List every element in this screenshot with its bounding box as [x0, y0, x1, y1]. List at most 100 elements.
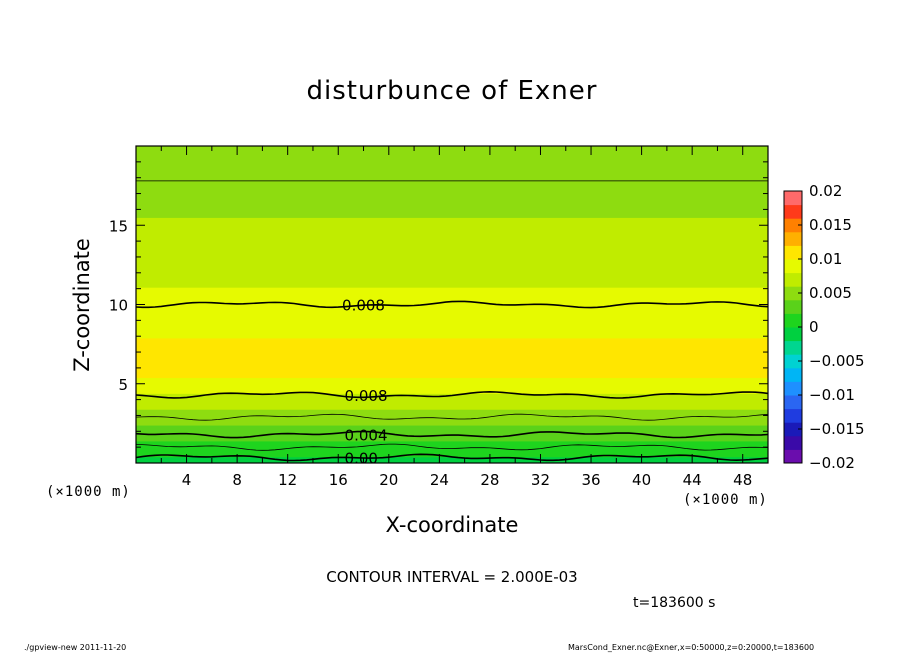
fill-band — [136, 199, 768, 203]
fill-band — [136, 252, 768, 255]
fill-band — [136, 428, 768, 431]
fill-band — [136, 393, 768, 396]
contour-interval: CONTOUR INTERVAL = 2.000E-03 — [326, 568, 578, 586]
fill-band — [136, 166, 768, 169]
fill-band — [136, 223, 768, 226]
fill-band — [136, 367, 768, 371]
fill-band — [136, 160, 768, 163]
fill-band — [136, 404, 768, 407]
colorbar-tick-label: 0.005 — [809, 284, 852, 302]
fill-band — [136, 405, 768, 409]
fill-band — [136, 432, 768, 436]
footer-right: MarsCond_Exner.nc@Exner,x=0:50000,z=0:20… — [568, 643, 815, 652]
fill-band — [136, 410, 768, 413]
fill-band — [136, 375, 768, 379]
fill-band — [136, 388, 768, 391]
fill-band — [136, 239, 768, 242]
colorbar: 0.02 0.015 0.01 0.005 0 −0.005 −0.01 −0.015 −0.0… — [783, 182, 865, 472]
fill-band — [136, 191, 768, 195]
fill-band — [136, 337, 768, 340]
fill-band — [136, 185, 768, 188]
y-axis-label: Z-coordinate — [70, 238, 94, 372]
fill-band — [136, 329, 768, 333]
fill-band — [136, 347, 768, 350]
colorbar-swatch — [784, 218, 802, 233]
fill-band — [136, 306, 768, 309]
fill-band — [136, 174, 768, 177]
fill-band — [136, 348, 768, 352]
fill-band — [136, 184, 768, 187]
fill-band — [136, 385, 768, 388]
fill-band — [136, 409, 768, 412]
fill-band — [136, 212, 768, 215]
fill-band — [136, 169, 768, 172]
fill-band — [136, 320, 768, 323]
colorbar-tick-label: −0.005 — [809, 352, 865, 370]
fill-band — [136, 172, 768, 176]
fill-band — [136, 352, 768, 355]
contour-line — [136, 390, 768, 399]
fill-band — [136, 201, 768, 204]
contour-line — [136, 430, 768, 439]
fill-band — [136, 271, 768, 274]
fill-band — [136, 165, 768, 168]
fill-band — [136, 356, 768, 359]
fill-band — [136, 453, 768, 456]
fill-band — [136, 280, 768, 283]
fill-band — [136, 150, 768, 153]
colorbar-swatch — [784, 408, 802, 423]
fill-band — [136, 374, 768, 377]
contour-line — [136, 413, 768, 421]
colorbar-tick-label: 0.02 — [809, 182, 842, 200]
fill-band — [136, 445, 768, 448]
fill-band — [136, 369, 768, 372]
time-label: t=183600 s — [633, 595, 716, 611]
colorbar-swatch — [784, 313, 802, 328]
fill-band — [136, 215, 768, 218]
fill-band — [136, 328, 768, 331]
contour-label: 0.008 — [345, 387, 388, 405]
fill-band — [136, 420, 768, 423]
fill-band — [136, 268, 768, 271]
fill-band — [136, 456, 768, 459]
fill-band — [136, 209, 768, 212]
fill-band — [136, 413, 768, 417]
colorbar-swatch — [784, 299, 802, 314]
fill-band — [136, 260, 768, 263]
fill-band — [136, 436, 768, 439]
fill-band — [136, 230, 768, 233]
fill-band — [136, 282, 768, 285]
colorbar-swatch — [784, 422, 802, 437]
fill-band — [136, 296, 768, 299]
fill-band — [136, 264, 768, 268]
x-axis-label: X-coordinate — [385, 513, 519, 537]
fill-band — [136, 396, 768, 399]
fill-band — [136, 152, 768, 155]
fill-band — [136, 218, 768, 222]
fill-band — [136, 176, 768, 179]
fill-band — [136, 442, 768, 445]
fill-band — [136, 334, 768, 337]
fill-band — [136, 147, 768, 150]
contour-fills — [136, 146, 768, 463]
fill-band — [136, 250, 768, 253]
fill-band — [136, 361, 768, 364]
fill-band — [136, 333, 768, 336]
fill-band — [136, 304, 768, 307]
fill-band — [136, 371, 768, 374]
fill-band — [136, 255, 768, 258]
fill-band — [136, 283, 768, 287]
fill-band — [136, 353, 768, 356]
fill-band — [136, 336, 768, 339]
contour-label: 0.00 — [345, 449, 378, 467]
fill-band — [136, 402, 768, 405]
x-tick-label: 20 — [379, 471, 398, 489]
fill-band — [136, 307, 768, 310]
fill-band — [136, 377, 768, 380]
fill-band — [136, 459, 768, 463]
colorbar-swatch — [784, 435, 802, 450]
fill-band — [136, 302, 768, 306]
fill-band — [136, 415, 768, 418]
fill-band — [136, 155, 768, 158]
fill-band — [136, 458, 768, 461]
